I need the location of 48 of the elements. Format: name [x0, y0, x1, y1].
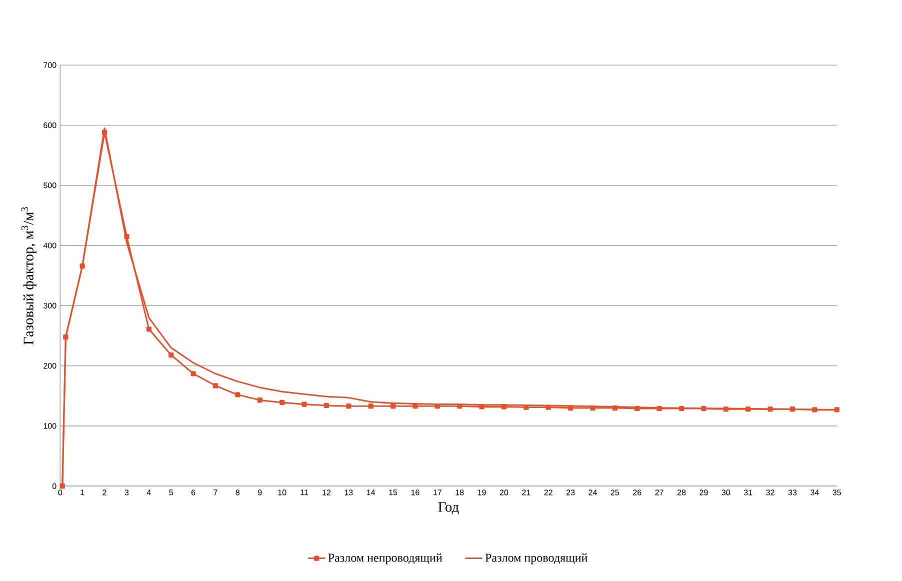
- x-tick-label: 22: [544, 489, 552, 496]
- x-tick-label: 11: [300, 489, 308, 495]
- x-tick-label: 16: [411, 489, 420, 496]
- x-tick-label: 7: [214, 489, 218, 495]
- legend-label: Разлом проводящий: [485, 553, 588, 564]
- x-tick-label: 24: [588, 489, 597, 496]
- y-tick-label: 300: [44, 302, 56, 308]
- x-tick-label: 27: [655, 489, 664, 496]
- x-tick-label: 3: [124, 489, 129, 496]
- y-tick-label: 700: [44, 62, 56, 68]
- x-tick-label: 31: [744, 489, 752, 496]
- x-tick-label: 0: [58, 489, 62, 496]
- x-tick-label: 26: [633, 489, 642, 496]
- x-tick-label: 5: [169, 489, 173, 496]
- x-tick-label: 14: [366, 489, 376, 495]
- x-tick-label: 15: [389, 489, 398, 496]
- x-tick-label: 29: [700, 489, 708, 496]
- x-tick-label: 17: [434, 489, 442, 495]
- x-tick-label: 10: [278, 489, 286, 496]
- x-tick-label: 32: [766, 489, 774, 496]
- y-tick-label: 100: [44, 422, 56, 429]
- y-tick-label: 600: [44, 122, 56, 128]
- x-tick-label: 25: [610, 489, 620, 496]
- x-tick-label: 28: [677, 489, 686, 496]
- x-tick-label: 23: [566, 489, 575, 496]
- x-tick-label: 12: [322, 489, 330, 496]
- x-tick-label: 34: [810, 489, 819, 496]
- y-tick-label: 500: [44, 182, 56, 188]
- x-tick-label: 9: [258, 489, 262, 496]
- y-tick-label: 400: [43, 242, 56, 248]
- x-tick-label: 21: [522, 489, 530, 496]
- x-tick-label: 35: [832, 489, 841, 496]
- legend-label: Разлом непроводящий: [328, 553, 442, 564]
- x-tick-label: 2: [102, 489, 106, 496]
- x-tick-label: 18: [456, 489, 464, 496]
- y-axis-title: Газовый фактор, м$^{3}$/м$^{3}$: [21, 207, 36, 344]
- x-axis-title: Год: [438, 502, 459, 514]
- x-tick-label: 8: [236, 489, 240, 496]
- x-tick-label: 33: [788, 489, 797, 496]
- x-tick-label: 13: [344, 489, 353, 496]
- x-tick-label: 6: [191, 489, 196, 496]
- x-tick-label: 30: [722, 489, 730, 496]
- x-tick-label: 19: [478, 489, 486, 496]
- x-tick-label: 4: [146, 489, 151, 495]
- x-tick-label: 1: [80, 489, 84, 495]
- y-tick-label: 0: [52, 483, 56, 489]
- x-tick-label: 20: [500, 489, 508, 496]
- y-tick-label: 200: [44, 362, 56, 369]
